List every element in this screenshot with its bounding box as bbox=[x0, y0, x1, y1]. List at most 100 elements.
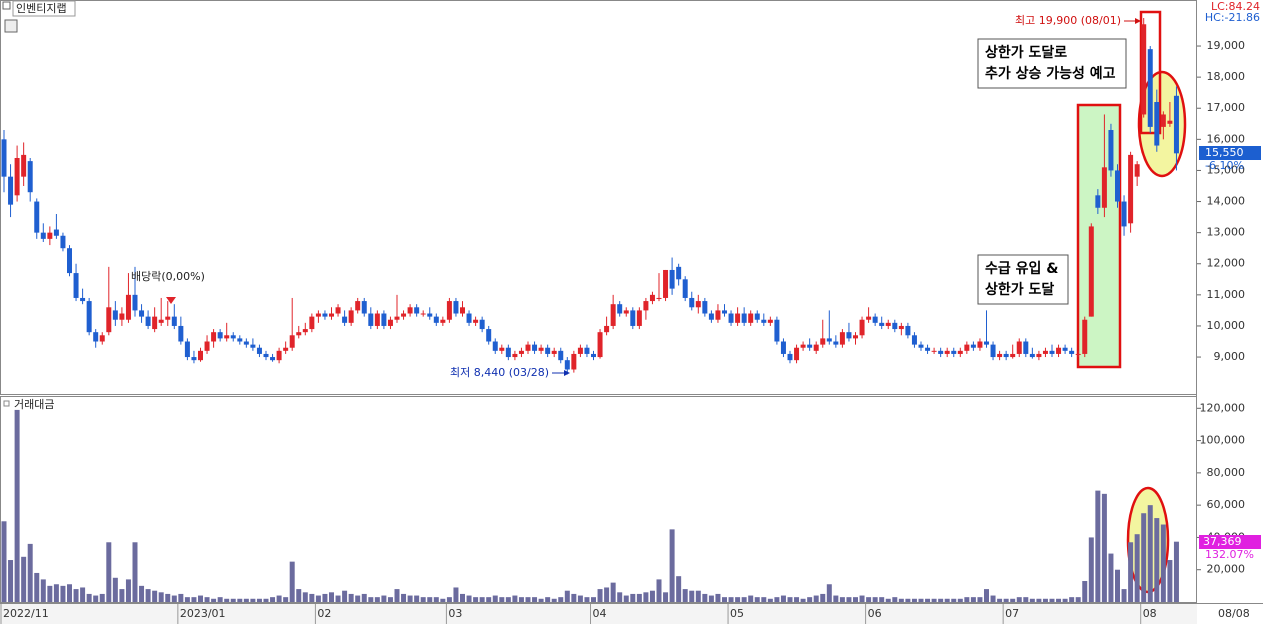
candle-body bbox=[14, 158, 20, 196]
candle-body bbox=[885, 322, 891, 326]
volume-bar bbox=[270, 597, 276, 602]
candle-body bbox=[1108, 130, 1114, 171]
candle-body bbox=[545, 347, 551, 354]
candle-body bbox=[486, 329, 492, 342]
volume-bar bbox=[60, 585, 66, 602]
volume-change: 132.07% bbox=[1205, 548, 1254, 561]
volume-bar bbox=[217, 597, 223, 602]
candle-body bbox=[1042, 350, 1048, 354]
volume-bar bbox=[80, 587, 86, 602]
candle-body bbox=[453, 301, 459, 314]
low-annotation: 최저 8,440 (03/28) bbox=[450, 366, 549, 379]
volume-bar bbox=[656, 579, 662, 602]
candle-body bbox=[348, 310, 354, 323]
volume-bar bbox=[617, 592, 623, 602]
candle-body bbox=[93, 332, 99, 342]
volume-bar bbox=[551, 598, 557, 602]
volume-bar bbox=[944, 598, 950, 602]
panel-icon bbox=[3, 400, 10, 407]
candle-body bbox=[532, 344, 538, 351]
candle-body bbox=[237, 338, 243, 342]
candle-body bbox=[407, 307, 413, 314]
x-end-label: 08/08 bbox=[1218, 607, 1250, 620]
volume-bar bbox=[663, 592, 669, 602]
volume-bar bbox=[689, 590, 695, 602]
volume-bar bbox=[669, 529, 675, 602]
volume-bar bbox=[735, 597, 741, 602]
candle-body bbox=[505, 347, 511, 358]
volume-bar bbox=[1095, 490, 1101, 602]
y-tick-label: 12,000 bbox=[1207, 257, 1246, 270]
candle-body bbox=[132, 294, 138, 311]
volume-bar bbox=[106, 542, 112, 602]
candle-body bbox=[728, 313, 734, 323]
candle-body bbox=[8, 176, 14, 205]
volume-bar bbox=[191, 597, 197, 602]
candle-body bbox=[1128, 154, 1134, 224]
x-tick-label: 2023/01 bbox=[180, 607, 226, 620]
price-badge bbox=[1199, 146, 1261, 160]
candle-body bbox=[591, 353, 596, 358]
candle-body bbox=[1134, 164, 1140, 177]
candle-body bbox=[1062, 347, 1068, 351]
volume-title: 거래대금 bbox=[14, 398, 54, 411]
volume-bar bbox=[1003, 598, 1009, 602]
candle-body bbox=[1010, 353, 1016, 358]
callout-box bbox=[977, 254, 1069, 305]
candle-body bbox=[813, 344, 819, 351]
volume-bar bbox=[1121, 589, 1127, 602]
volume-bar bbox=[381, 595, 387, 602]
volume-bar bbox=[813, 595, 819, 602]
volume-bar bbox=[610, 582, 616, 602]
candle-body bbox=[414, 307, 420, 314]
y-tick-label: 100,000 bbox=[1200, 434, 1246, 447]
volume-bar bbox=[532, 597, 538, 602]
candle-body bbox=[617, 304, 623, 314]
volume-bar bbox=[86, 593, 92, 602]
candle-body bbox=[1003, 353, 1009, 358]
candle-body bbox=[1160, 114, 1166, 127]
volume-bar bbox=[302, 592, 308, 602]
candle-body bbox=[820, 338, 826, 345]
callout-line: 상한가 도달 bbox=[985, 282, 1054, 298]
volume-bar bbox=[584, 597, 590, 602]
volume-bar bbox=[604, 587, 610, 602]
volume-bar bbox=[643, 592, 649, 602]
high-annotation: 최고 19,900 (08/01) bbox=[1015, 14, 1121, 27]
volume-bar bbox=[833, 595, 839, 602]
candle-body bbox=[741, 313, 747, 323]
candle-body bbox=[158, 319, 164, 323]
candle-body bbox=[112, 310, 118, 320]
candle-body bbox=[460, 307, 465, 314]
y-tick-label: 13,000 bbox=[1207, 226, 1246, 239]
volume-bar bbox=[748, 595, 754, 602]
volume-bar bbox=[787, 597, 793, 602]
volume-bar bbox=[473, 597, 479, 602]
volume-bar bbox=[296, 589, 302, 602]
x-tick-label: 08 bbox=[1143, 607, 1157, 620]
volume-bar bbox=[283, 597, 289, 602]
volume-bar bbox=[970, 597, 976, 602]
candle-body bbox=[80, 297, 86, 302]
grid-icon[interactable] bbox=[4, 19, 18, 33]
volume-bar bbox=[1147, 505, 1153, 602]
candle-body bbox=[27, 161, 33, 193]
candle-body bbox=[119, 313, 125, 320]
candle-body bbox=[40, 232, 46, 239]
candle-body bbox=[649, 294, 655, 302]
candle-body bbox=[846, 332, 852, 339]
volume-bar bbox=[512, 595, 518, 602]
candle-body bbox=[374, 313, 380, 326]
volume-bar bbox=[34, 572, 40, 602]
candle-body bbox=[872, 316, 878, 323]
volume-bar bbox=[460, 593, 465, 602]
volume-bar bbox=[427, 597, 433, 602]
volume-bar bbox=[139, 585, 145, 602]
candle-body bbox=[34, 201, 40, 233]
volume-bar bbox=[564, 590, 570, 602]
volume-bar bbox=[728, 597, 734, 602]
volume-badge-label: 37,369 bbox=[1203, 535, 1242, 548]
candle-body bbox=[636, 310, 642, 326]
candle-body bbox=[892, 322, 898, 330]
volume-bar bbox=[420, 597, 426, 602]
